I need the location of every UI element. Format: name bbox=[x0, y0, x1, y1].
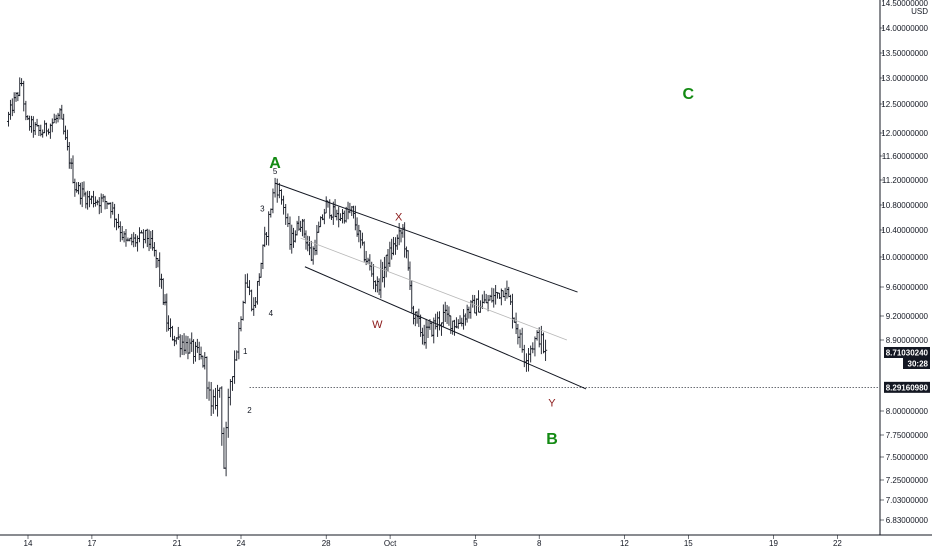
price-tick-label: 10.80000000 bbox=[881, 201, 928, 210]
price-tick-label: 12.00000000 bbox=[881, 129, 928, 138]
time-tick-label: 24 bbox=[237, 539, 246, 548]
price-tick-labels: 14.00000000 13.50000000 13.00000000 12.5000… bbox=[880, 24, 929, 525]
last-price-tag-box bbox=[884, 346, 930, 358]
wave-label-1: 1 bbox=[243, 347, 248, 356]
price-tick-label: 9.60000000 bbox=[886, 283, 929, 292]
time-tick-label: 5 bbox=[473, 539, 478, 548]
wave-label-4: 4 bbox=[269, 309, 274, 318]
price-tick-label: 7.75000000 bbox=[886, 431, 929, 440]
price-tick-label: 7.25000000 bbox=[886, 476, 929, 485]
horizontal-line-price-tag: 8.29160980 bbox=[884, 381, 930, 393]
wave-label-2: 2 bbox=[247, 406, 252, 415]
wave-label-3: 3 bbox=[260, 204, 265, 213]
time-tick-label: 12 bbox=[620, 539, 629, 548]
time-axis-background bbox=[0, 535, 932, 550]
channel-middle-line bbox=[300, 237, 568, 341]
candlestick-series bbox=[6, 77, 548, 477]
time-tick-label: 17 bbox=[87, 539, 96, 548]
wave-label-C: C bbox=[683, 86, 695, 103]
currency-label: USD bbox=[911, 7, 928, 16]
time-tick-label: 22 bbox=[833, 539, 842, 548]
last-price-tag: 8.71030240 30:28 bbox=[884, 346, 930, 369]
time-tick-label: 19 bbox=[769, 539, 778, 548]
price-tick-label: 6.83000000 bbox=[886, 516, 929, 525]
price-tick-label: 8.90000000 bbox=[886, 336, 929, 345]
bar-countdown: 30:28 bbox=[908, 359, 929, 368]
price-tick-label: 11.20000000 bbox=[882, 176, 929, 185]
wave-label-A: A bbox=[269, 155, 281, 172]
time-axis[interactable]: 14 17 21 24 28 Oct 5 8 12 15 19 22 bbox=[0, 534, 932, 550]
last-price-value: 8.71030240 bbox=[886, 348, 929, 357]
price-tick-label: 7.50000000 bbox=[886, 453, 929, 462]
time-tick-label: 21 bbox=[173, 539, 182, 548]
time-tick-label: Oct bbox=[384, 539, 397, 548]
price-bar bbox=[543, 339, 548, 361]
horizontal-line-tag-box bbox=[884, 381, 930, 393]
channel-upper-line bbox=[274, 182, 578, 293]
price-axis-background bbox=[880, 0, 932, 535]
price-tick-label: 13.50000000 bbox=[881, 49, 928, 58]
price-axis[interactable]: 14.50000000 USD 14.00000000 13.50000000 13… bbox=[879, 0, 932, 535]
wave-label-W: W bbox=[372, 319, 383, 331]
price-axis-top-label: 14.50000000 bbox=[881, 0, 928, 8]
wave-label-5: 5 bbox=[273, 167, 278, 176]
price-tick-label: 14.00000000 bbox=[881, 24, 928, 33]
wave-label-X: X bbox=[395, 212, 403, 224]
price-channel[interactable] bbox=[274, 182, 587, 390]
time-tick-label: 8 bbox=[537, 539, 542, 548]
price-tick-label: 13.00000000 bbox=[881, 74, 928, 83]
price-tick-label: 11.60000000 bbox=[882, 152, 929, 161]
wave-label-Y: Y bbox=[548, 397, 556, 409]
wave-annotations[interactable]: A B C W X Y 1 2 3 4 5 bbox=[243, 86, 694, 448]
channel-lower-line bbox=[304, 266, 587, 390]
wave-label-B: B bbox=[546, 431, 558, 448]
price-tick-label: 8.00000000 bbox=[886, 407, 929, 416]
price-tick-label: 9.20000000 bbox=[886, 312, 929, 321]
price-tick-label: 7.03000000 bbox=[886, 496, 929, 505]
time-tick-labels: 14 17 21 24 28 Oct 5 8 12 15 19 22 bbox=[24, 535, 842, 548]
time-tick-label: 28 bbox=[322, 539, 331, 548]
countdown-tag-box bbox=[903, 357, 930, 369]
time-tick-label: 14 bbox=[24, 539, 33, 548]
horizontal-line-value: 8.29160980 bbox=[886, 383, 929, 392]
price-tick-label: 12.50000000 bbox=[881, 100, 928, 109]
price-tick-label: 10.40000000 bbox=[881, 226, 928, 235]
time-tick-label: 15 bbox=[684, 539, 693, 548]
price-tick-label: 10.00000000 bbox=[881, 253, 928, 262]
